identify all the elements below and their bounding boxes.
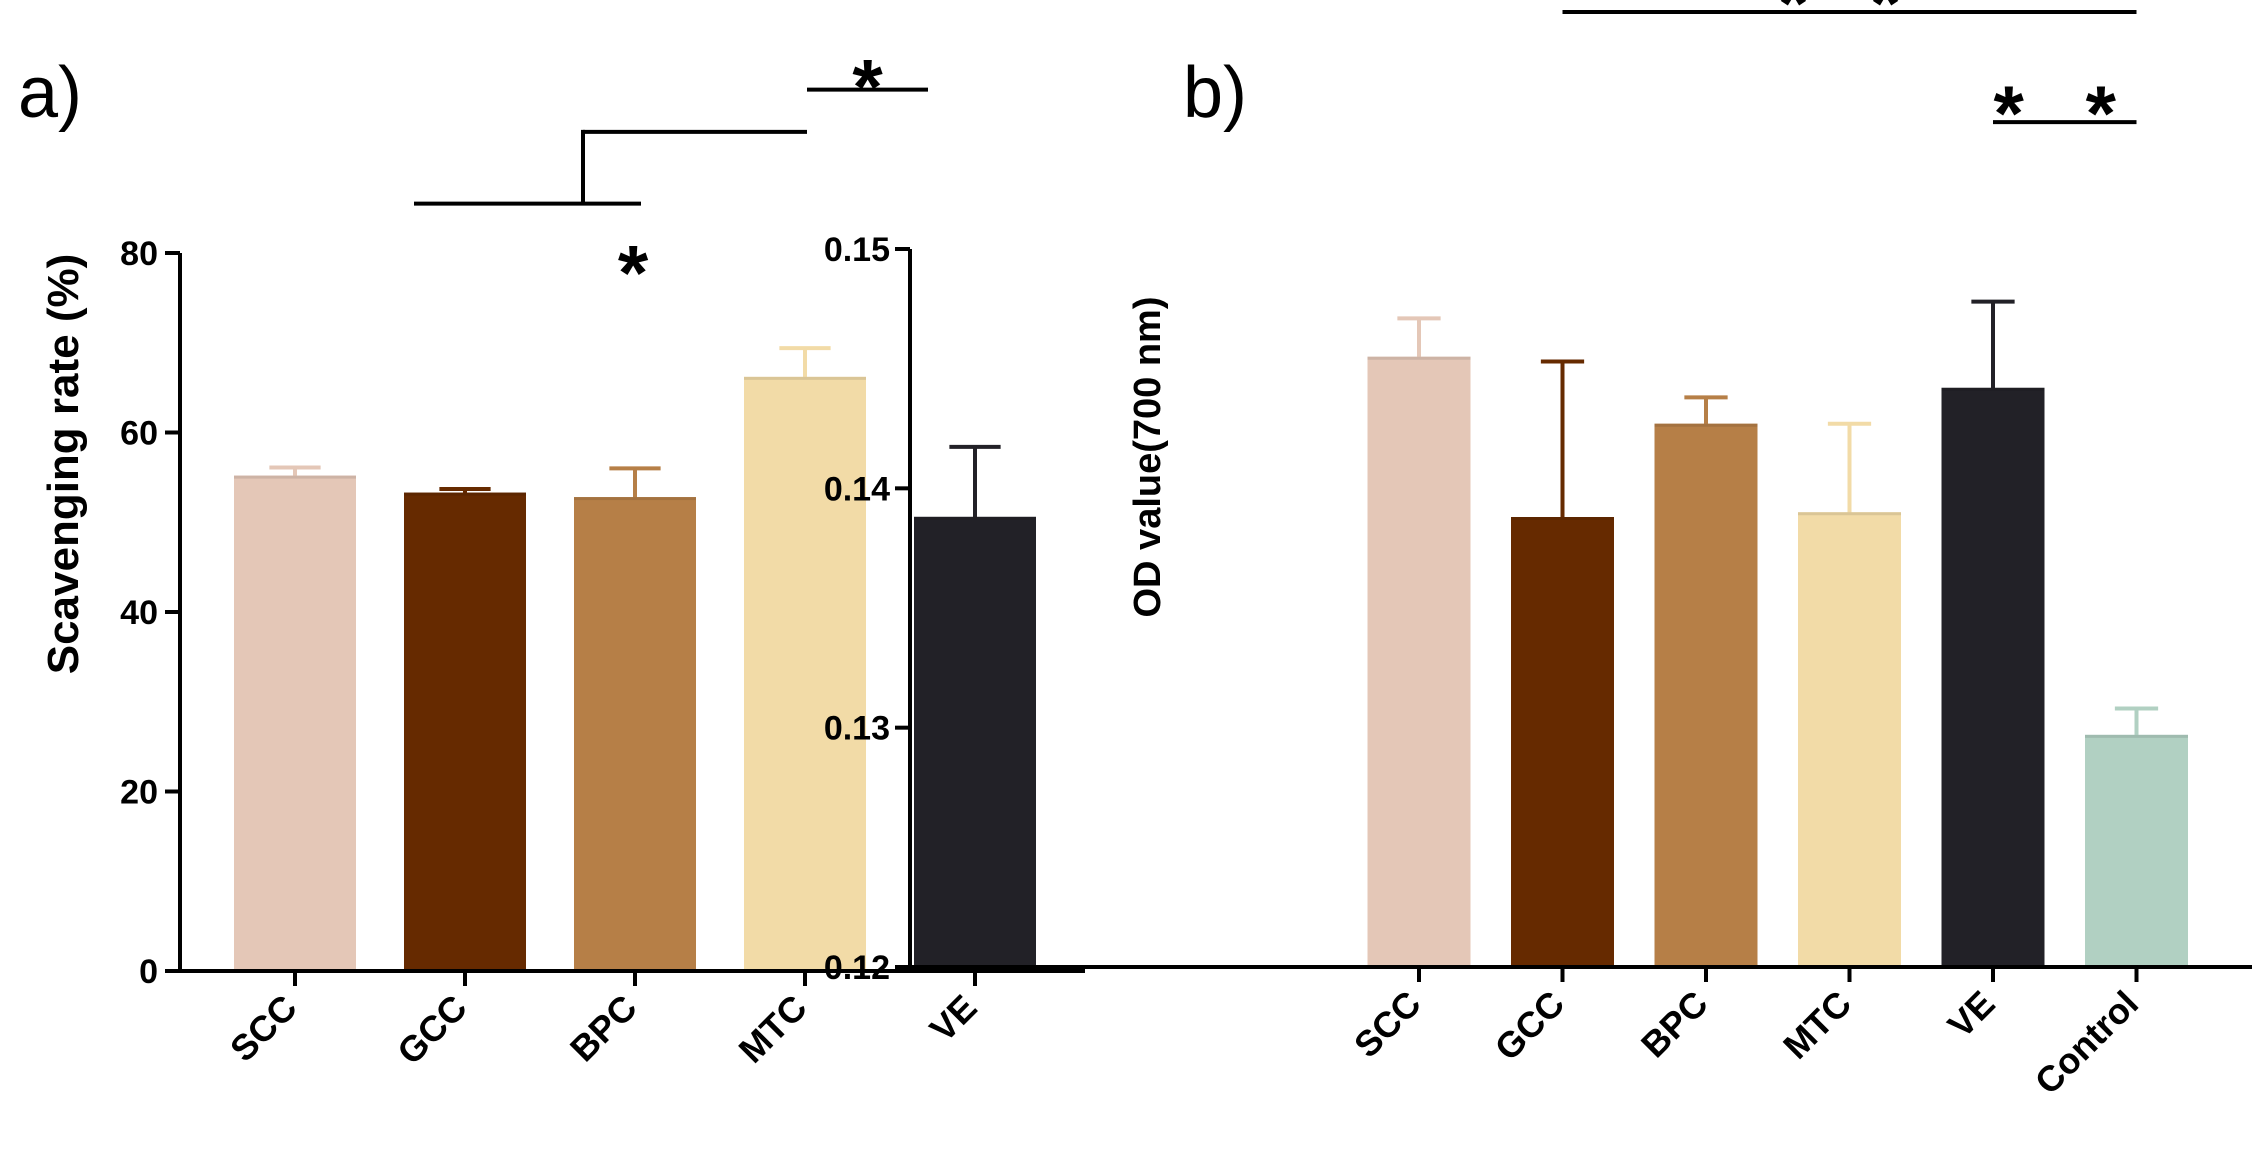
x-tick-label-a-mtc: MTC bbox=[731, 987, 815, 1071]
x-tick-label-a-gcc: GCC bbox=[389, 987, 475, 1073]
significance-a: *** bbox=[414, 43, 928, 317]
significance-star-a-2: * bbox=[852, 43, 883, 131]
y-axis-title-a: Scavenging rate (%) bbox=[39, 254, 88, 675]
bars-b bbox=[1367, 356, 2188, 965]
error-bars-b bbox=[1397, 299, 2159, 737]
panel-label-a: a) bbox=[18, 53, 82, 133]
significance-star-a-0: * bbox=[618, 229, 649, 317]
y-tick-label-b-0: 0.12 bbox=[824, 949, 890, 987]
bar-b-mtc bbox=[1798, 512, 1901, 965]
y-tick-label-a-4: 80 bbox=[120, 235, 158, 273]
x-tick-label-b-scc: SCC bbox=[1346, 983, 1429, 1066]
bar-a-ve bbox=[914, 516, 1036, 969]
chart-panel-a: a) 0 20 40 60 80 SCC GCC BPC MTC VE Scavenging rate… bbox=[18, 43, 1085, 1073]
bar-a-bpc bbox=[574, 497, 696, 969]
x-tick-label-a-ve: VE bbox=[922, 987, 985, 1050]
x-tick-label-b-mtc: MTC bbox=[1775, 983, 1859, 1067]
bar-b-bpc bbox=[1654, 423, 1758, 965]
error-bars-a bbox=[269, 346, 1001, 519]
y-tick-label-a-2: 40 bbox=[120, 594, 158, 632]
y-tick-label-a-3: 60 bbox=[120, 415, 158, 453]
y-axis-title-b: OD value(700 nm) bbox=[1127, 297, 1169, 618]
x-tick-label-b-control: Control bbox=[2027, 983, 2146, 1102]
y-tick-label-b-1: 0.13 bbox=[824, 710, 890, 748]
bar-a-mtc bbox=[744, 376, 866, 970]
bars-a bbox=[234, 376, 1036, 970]
panel-label-b: b) bbox=[1183, 53, 1247, 133]
significance-b: * ** ** * bbox=[1562, 0, 2137, 157]
bar-b-ve bbox=[1941, 387, 2045, 965]
significance-star-b-2: * * bbox=[1994, 69, 2136, 157]
y-tick-label-b-2: 0.14 bbox=[824, 470, 890, 508]
x-tick-label-b-ve: VE bbox=[1940, 983, 2003, 1046]
bar-b-gcc bbox=[1511, 517, 1614, 965]
bar-b-control bbox=[2085, 734, 2188, 965]
x-tick-label-a-bpc: BPC bbox=[562, 987, 645, 1070]
bar-a-gcc bbox=[404, 492, 526, 969]
y-tick-label-b-3: 0.15 bbox=[824, 231, 890, 269]
x-tick-label-b-bpc: BPC bbox=[1633, 983, 1716, 1066]
y-tick-label-a-0: 0 bbox=[139, 953, 158, 991]
significance-star-b-1: * * bbox=[1778, 0, 1920, 47]
x-tick-label-b-gcc: GCC bbox=[1487, 983, 1573, 1069]
bar-a-scc bbox=[234, 475, 356, 969]
bar-b-scc bbox=[1367, 356, 1471, 965]
y-tick-label-a-1: 20 bbox=[120, 774, 158, 812]
chart-panel-b: b) 0.12 0.13 0.14 0.15 SCC GCC BPC MTC VE Control O… bbox=[824, 0, 2252, 1102]
x-tick-label-a-scc: SCC bbox=[222, 987, 305, 1070]
